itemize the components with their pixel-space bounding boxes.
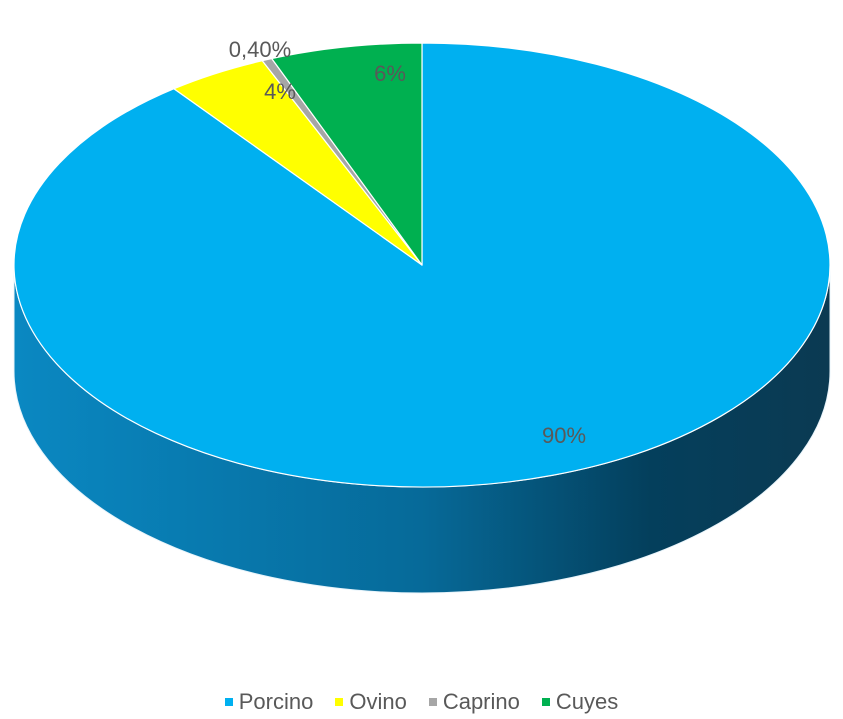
legend-label-caprino: Caprino <box>442 689 520 714</box>
data-label-porcino: 90% <box>542 423 586 448</box>
legend: Porcino Ovino Caprino Cuyes <box>0 690 843 714</box>
pie-top <box>13 42 831 488</box>
legend-swatch-cuyes <box>541 698 550 706</box>
legend-label-porcino: Porcino <box>238 689 314 714</box>
slice-cuyes <box>271 42 423 266</box>
data-label-cuyes: 6% <box>374 61 406 86</box>
data-label-caprino: 0,40% <box>229 37 291 62</box>
legend-item-porcino: Porcino <box>224 689 314 714</box>
legend-swatch-caprino <box>428 698 437 706</box>
legend-swatch-porcino <box>224 698 233 706</box>
legend-item-cuyes: Cuyes <box>541 689 619 714</box>
legend-label-ovino: Ovino <box>349 689 407 714</box>
legend-item-ovino: Ovino <box>335 689 407 714</box>
data-label-ovino: 4% <box>264 79 296 104</box>
legend-label-cuyes: Cuyes <box>555 689 619 714</box>
data-labels: 90% 4% 0,40% 6% <box>229 37 586 448</box>
legend-item-caprino: Caprino <box>428 689 520 714</box>
legend-swatch-ovino <box>335 698 344 706</box>
